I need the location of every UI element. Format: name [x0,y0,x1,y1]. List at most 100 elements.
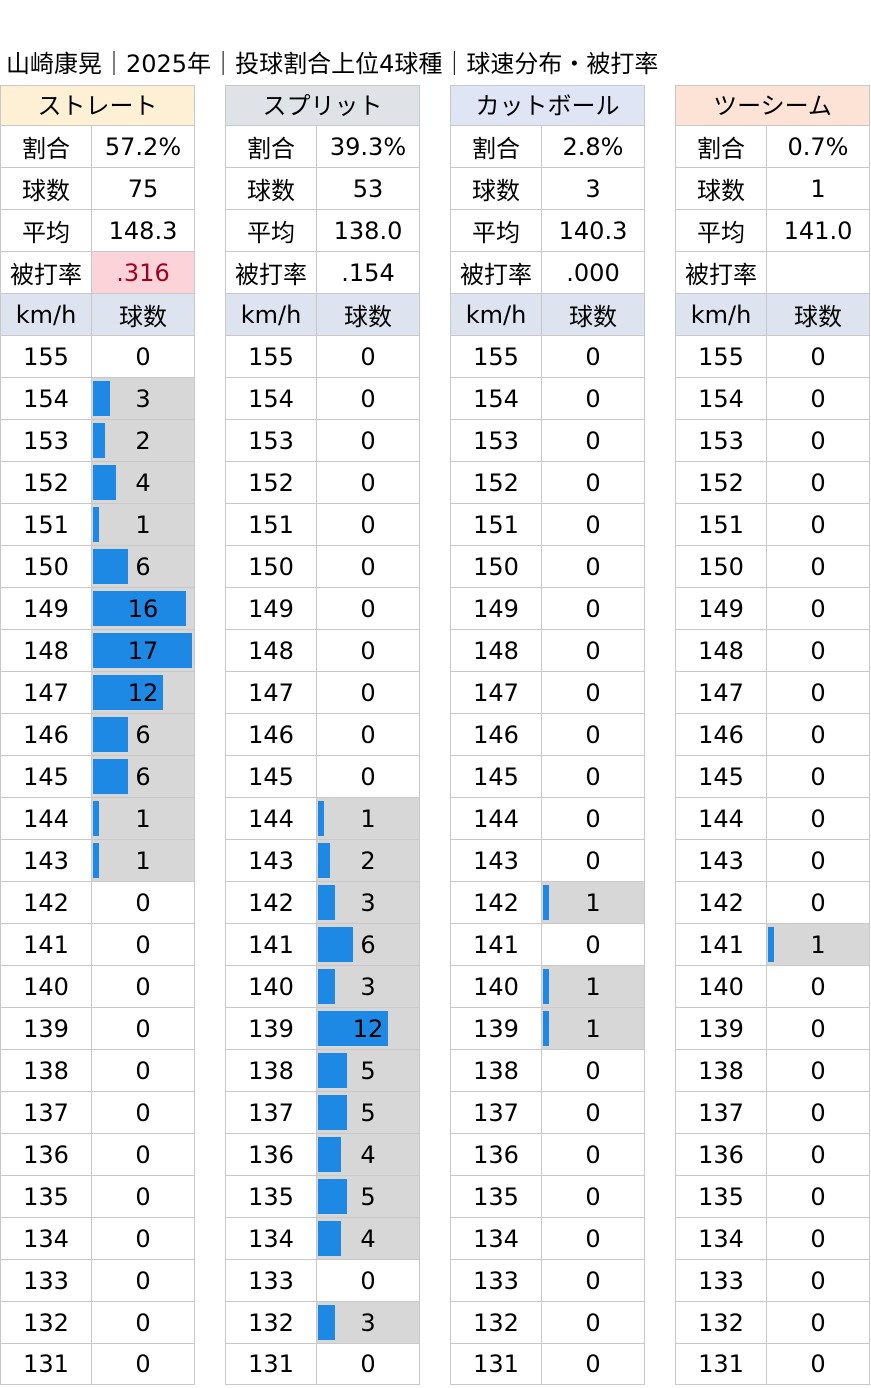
count-value: 12 [127,678,159,707]
stat-row-avg: 平均 138.0 [225,209,420,251]
pitch-panel: カットボール 割合 2.8% 球数 3 平均 140.3 被打率 .000 km/h 球数 155 0 1… [450,85,645,1385]
count-cell: 0 [767,378,870,419]
stat-value: 1 [767,168,870,209]
speed-row: 150 0 [450,545,645,587]
count-value: 0 [585,1098,601,1127]
speed-value: 137 [225,1092,317,1133]
speed-value: 151 [225,504,317,545]
speed-row: 138 0 [675,1049,870,1091]
stat-value: 138.0 [317,210,420,251]
speed-value: 143 [675,840,767,881]
speed-row: 148 0 [225,629,420,671]
speed-col-header: km/h [0,294,92,335]
speed-row: 131 0 [675,1343,870,1385]
count-cell: 17 [92,630,195,671]
count-bar [93,801,99,836]
stat-value: 53 [317,168,420,209]
speed-value: 149 [675,588,767,629]
stat-label: 球数 [450,168,542,209]
count-value: 0 [360,510,376,539]
count-bar [318,1305,335,1340]
count-value: 0 [585,1140,601,1169]
count-cell: 0 [767,1302,870,1343]
speed-row: 134 0 [450,1217,645,1259]
speed-row: 151 0 [225,503,420,545]
count-value: 0 [360,1350,376,1378]
speed-value: 144 [0,798,92,839]
count-value: 0 [360,468,376,497]
count-value: 0 [585,1224,601,1253]
count-value: 0 [585,426,601,455]
count-value: 0 [135,1308,151,1337]
speed-value: 155 [225,336,317,377]
speed-row: 154 0 [450,377,645,419]
count-cell: 0 [542,504,645,545]
count-value: 0 [135,972,151,1001]
count-cell: 0 [767,546,870,587]
speed-value: 137 [675,1092,767,1133]
speed-value: 136 [450,1134,542,1175]
speed-value: 141 [225,924,317,965]
count-cell: 0 [542,630,645,671]
speed-value: 153 [675,420,767,461]
speed-row: 147 0 [450,671,645,713]
speed-value: 139 [675,1008,767,1049]
count-cell: 4 [317,1218,420,1259]
speed-row: 148 0 [450,629,645,671]
count-value: 0 [135,1098,151,1127]
count-value: 4 [360,1140,376,1169]
count-cell: 1 [317,798,420,839]
count-cell: 0 [92,882,195,923]
count-value: 4 [360,1224,376,1253]
speed-row: 140 3 [225,965,420,1007]
stat-label: 球数 [0,168,92,209]
count-value: 0 [360,720,376,749]
speed-row: 148 0 [675,629,870,671]
speed-value: 133 [450,1260,542,1301]
speed-row: 132 0 [0,1301,195,1343]
speed-row: 137 0 [0,1091,195,1133]
count-cell: 0 [92,1050,195,1091]
count-cell: 0 [767,798,870,839]
speed-value: 145 [450,756,542,797]
count-value: 0 [810,1308,826,1337]
count-cell: 0 [542,588,645,629]
speed-value: 134 [225,1218,317,1259]
count-value: 0 [585,930,601,959]
count-cell: 0 [767,1134,870,1175]
count-value: 0 [810,720,826,749]
count-value: 5 [360,1098,376,1127]
count-bar [93,759,128,794]
count-cell: 0 [542,1218,645,1259]
distribution-header: km/h 球数 [675,293,870,335]
stat-label: 被打率 [450,252,542,293]
stat-value: 75 [92,168,195,209]
speed-value: 150 [675,546,767,587]
count-value: 0 [360,594,376,623]
count-bar [93,717,128,752]
count-cell: 0 [767,672,870,713]
count-cell: 2 [92,420,195,461]
speed-row: 145 0 [450,755,645,797]
count-cell: 0 [767,756,870,797]
count-cell: 5 [317,1050,420,1091]
speed-row: 137 5 [225,1091,420,1133]
count-bar [93,381,110,416]
speed-row: 154 0 [675,377,870,419]
count-bar [318,885,335,920]
speed-value: 144 [450,798,542,839]
stat-value: 140.3 [542,210,645,251]
speed-value: 144 [225,798,317,839]
count-cell: 0 [767,462,870,503]
speed-value: 134 [675,1218,767,1259]
speed-value: 154 [225,378,317,419]
count-cell: 0 [767,336,870,377]
count-cell: 0 [542,1050,645,1091]
stat-value: 57.2% [92,126,195,167]
count-cell: 0 [542,462,645,503]
count-value: 0 [810,1350,826,1378]
count-cell: 0 [542,756,645,797]
count-value: 2 [360,846,376,875]
pitch-name: カットボール [450,85,645,125]
speed-col-header: km/h [225,294,317,335]
